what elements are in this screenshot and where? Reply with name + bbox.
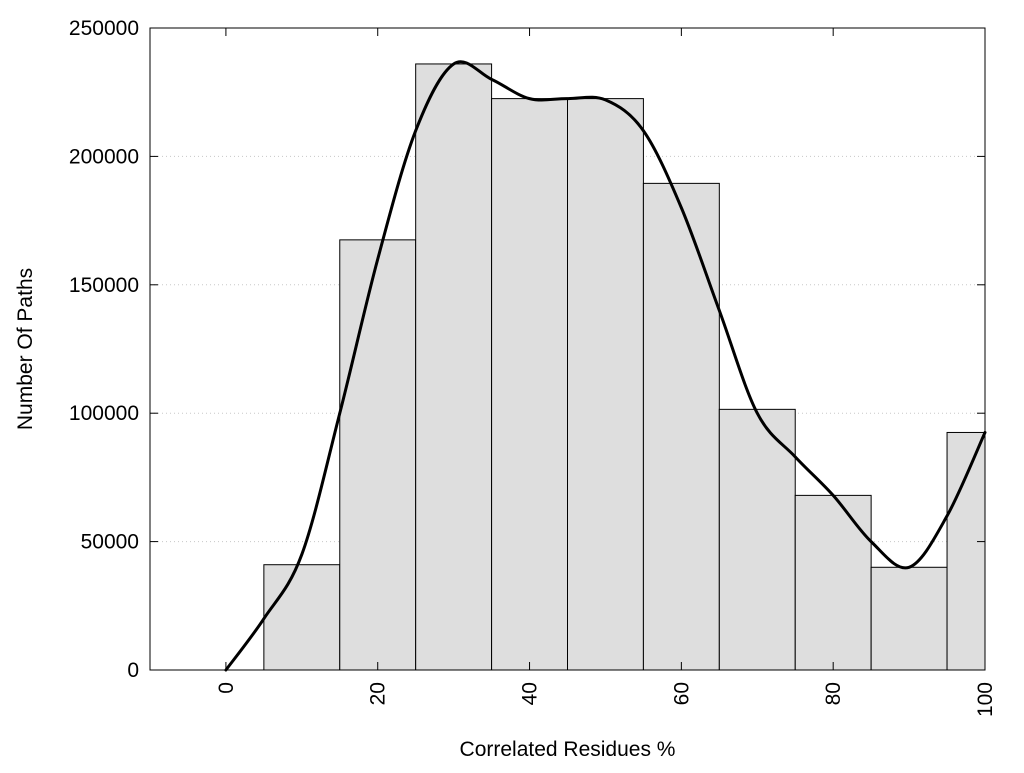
histogram-bar bbox=[339, 239, 417, 671]
y-tick-label: 100000 bbox=[69, 402, 139, 425]
y-axis-ticks: 0 50000 100000 150000 200000 250000 bbox=[69, 17, 985, 682]
histogram-bar bbox=[870, 566, 948, 671]
histogram-bar bbox=[415, 63, 493, 671]
x-tick-label: 60 bbox=[670, 682, 693, 705]
histogram-bars bbox=[263, 63, 986, 671]
y-tick-label: 200000 bbox=[69, 145, 139, 168]
y-tick-label: 250000 bbox=[69, 17, 139, 40]
histogram-bar bbox=[946, 431, 986, 671]
y-tick-label: 50000 bbox=[81, 531, 139, 554]
histogram-bar bbox=[794, 494, 872, 671]
histogram-bar bbox=[491, 98, 568, 671]
y-tick-label: 150000 bbox=[69, 274, 139, 297]
histogram-bar bbox=[263, 564, 341, 671]
histogram-bar bbox=[642, 182, 720, 671]
x-tick-label: 20 bbox=[367, 682, 390, 705]
x-tick-label: 80 bbox=[822, 682, 845, 705]
y-axis-label: Number Of Paths bbox=[14, 268, 37, 430]
x-tick-label: 100 bbox=[974, 682, 997, 717]
x-tick-label: 0 bbox=[215, 682, 238, 694]
histogram-bar bbox=[718, 408, 796, 671]
x-axis-label: Correlated Residues % bbox=[460, 738, 676, 761]
density-curve-layer bbox=[224, 60, 987, 672]
x-axis-ticks: 0 20 40 60 80 100 bbox=[215, 28, 997, 717]
y-tick-label: 0 bbox=[127, 659, 139, 682]
density-curve bbox=[224, 60, 987, 672]
histogram-bar bbox=[567, 98, 644, 671]
x-tick-label: 40 bbox=[519, 682, 542, 705]
plot-frame bbox=[149, 27, 986, 671]
